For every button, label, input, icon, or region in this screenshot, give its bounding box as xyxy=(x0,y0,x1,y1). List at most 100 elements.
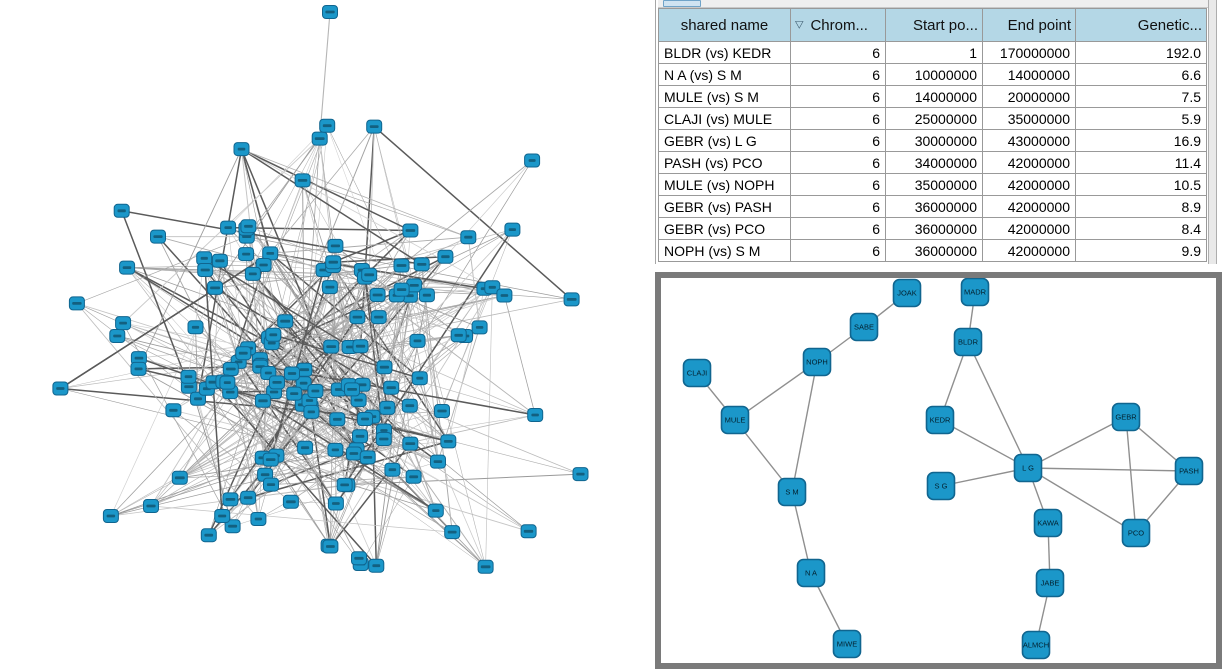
network-node[interactable] xyxy=(307,384,324,398)
table-cell[interactable]: 10000000 xyxy=(885,63,983,86)
network-node[interactable] xyxy=(240,490,257,505)
network-node[interactable] xyxy=(427,503,444,518)
network-node[interactable] xyxy=(418,288,435,303)
table-row[interactable]: GEBR (vs) PASH 6 36000000 42000000 8.9 xyxy=(658,195,1207,218)
table-cell[interactable]: 6 xyxy=(790,173,886,196)
table-row[interactable]: MULE (vs) S M 6 14000000 20000000 7.5 xyxy=(658,85,1207,108)
network-node[interactable] xyxy=(240,219,257,234)
table-cell[interactable]: 20000000 xyxy=(982,85,1076,108)
table-cell[interactable]: 25000000 xyxy=(885,107,983,130)
table-scrollbar-thumb[interactable] xyxy=(663,0,701,7)
network-node[interactable] xyxy=(68,296,85,311)
network-node[interactable] xyxy=(286,386,303,401)
network-node[interactable] xyxy=(143,499,159,513)
network-node[interactable] xyxy=(471,320,488,335)
network-node-kedr[interactable]: KEDR xyxy=(925,405,955,435)
network-node[interactable] xyxy=(402,436,419,451)
network-node[interactable] xyxy=(375,432,392,446)
network-node[interactable] xyxy=(263,477,279,492)
table-cell[interactable]: 6 xyxy=(790,217,886,240)
network-node[interactable] xyxy=(180,369,197,384)
table-cell[interactable]: 6 xyxy=(790,195,886,218)
network-node[interactable] xyxy=(520,524,537,539)
table-cell[interactable]: N A (vs) S M xyxy=(658,63,791,86)
network-node[interactable] xyxy=(211,253,228,268)
table-cell[interactable]: 14000000 xyxy=(982,63,1076,86)
network-node[interactable] xyxy=(496,288,513,303)
table-cell[interactable]: NOPH (vs) S M xyxy=(658,239,791,262)
network-node[interactable] xyxy=(244,266,261,281)
network-node-n-a[interactable]: N A xyxy=(796,558,826,588)
table-cell[interactable]: 6 xyxy=(790,151,886,174)
network-node-miwe[interactable]: MIWE xyxy=(832,629,862,659)
table-cell[interactable]: GEBR (vs) PCO xyxy=(658,217,791,240)
column-header-end-point[interactable]: End point xyxy=(982,8,1076,42)
network-node[interactable] xyxy=(349,310,366,325)
table-row[interactable]: CLAJI (vs) MULE 6 25000000 35000000 5.9 xyxy=(658,107,1207,130)
network-node[interactable] xyxy=(351,551,367,566)
network-node[interactable] xyxy=(197,263,214,277)
network-node[interactable] xyxy=(119,260,136,275)
detail-network-canvas[interactable]: JOAK MADR SABE BLDR NOPH CLAJI GEBR MULE KEDR L G… xyxy=(661,278,1216,663)
table-cell[interactable]: 42000000 xyxy=(982,151,1076,174)
network-node[interactable] xyxy=(366,119,383,134)
table-cell[interactable]: 8.9 xyxy=(1075,195,1207,218)
table-cell[interactable]: 5.9 xyxy=(1075,107,1207,130)
network-node[interactable] xyxy=(440,434,457,449)
network-node[interactable] xyxy=(311,131,328,146)
network-node[interactable] xyxy=(171,470,188,485)
network-node-bldr[interactable]: BLDR xyxy=(953,327,983,357)
network-node[interactable] xyxy=(368,558,385,573)
network-node[interactable] xyxy=(150,229,166,244)
network-node-l-g[interactable]: L G xyxy=(1013,453,1043,483)
network-node[interactable] xyxy=(527,408,544,422)
table-row[interactable]: N A (vs) S M 6 10000000 14000000 6.6 xyxy=(658,63,1207,86)
network-node[interactable] xyxy=(325,255,342,270)
network-node[interactable] xyxy=(262,452,279,467)
network-node[interactable] xyxy=(379,400,396,415)
table-cell[interactable]: 6 xyxy=(790,107,886,130)
table-cell[interactable]: 43000000 xyxy=(982,129,1076,152)
network-node[interactable] xyxy=(200,528,217,543)
network-node[interactable] xyxy=(321,280,338,295)
table-cell[interactable]: 36000000 xyxy=(885,195,983,218)
network-node[interactable] xyxy=(214,509,231,523)
network-node-madr[interactable]: MADR xyxy=(960,278,990,307)
network-node[interactable] xyxy=(224,519,241,534)
network-node[interactable] xyxy=(207,280,223,295)
network-node[interactable] xyxy=(52,381,69,396)
network-node[interactable] xyxy=(524,153,541,168)
network-node-sabe[interactable]: SABE xyxy=(849,312,879,342)
network-node[interactable] xyxy=(430,454,446,469)
network-node[interactable] xyxy=(322,539,339,554)
network-node-almch[interactable]: ALMCH xyxy=(1021,630,1051,660)
table-row[interactable]: GEBR (vs) L G 6 30000000 43000000 16.9 xyxy=(658,129,1207,152)
network-node[interactable] xyxy=(409,333,426,348)
network-node[interactable] xyxy=(401,398,418,413)
network-node[interactable] xyxy=(220,220,237,235)
network-node[interactable] xyxy=(411,371,428,386)
table-row[interactable]: PASH (vs) PCO 6 34000000 42000000 11.4 xyxy=(658,151,1207,174)
table-cell[interactable]: 30000000 xyxy=(885,129,983,152)
network-node-s-g[interactable]: S G xyxy=(926,471,956,501)
column-header-genetic[interactable]: Genetic... xyxy=(1075,8,1207,42)
network-node[interactable] xyxy=(359,450,376,465)
table-cell[interactable]: 11.4 xyxy=(1075,151,1207,174)
network-node[interactable] xyxy=(327,442,344,457)
network-node[interactable] xyxy=(383,380,400,395)
table-cell[interactable]: 8.4 xyxy=(1075,217,1207,240)
table-cell[interactable]: 34000000 xyxy=(885,151,983,174)
table-cell[interactable]: 6 xyxy=(790,129,886,152)
table-cell[interactable]: 42000000 xyxy=(982,173,1076,196)
network-node[interactable] xyxy=(504,222,521,237)
filter-icon[interactable]: ▽ xyxy=(795,19,804,30)
network-node[interactable] xyxy=(357,412,373,426)
network-node[interactable] xyxy=(284,366,300,381)
table-cell[interactable]: 6 xyxy=(790,63,886,86)
network-node[interactable] xyxy=(437,249,454,264)
network-node[interactable] xyxy=(187,320,204,335)
network-node-jabe[interactable]: JABE xyxy=(1035,568,1065,598)
network-node[interactable] xyxy=(352,429,368,444)
table-row[interactable]: NOPH (vs) S M 6 36000000 42000000 9.9 xyxy=(658,239,1207,262)
table-cell[interactable]: MULE (vs) S M xyxy=(658,85,791,108)
